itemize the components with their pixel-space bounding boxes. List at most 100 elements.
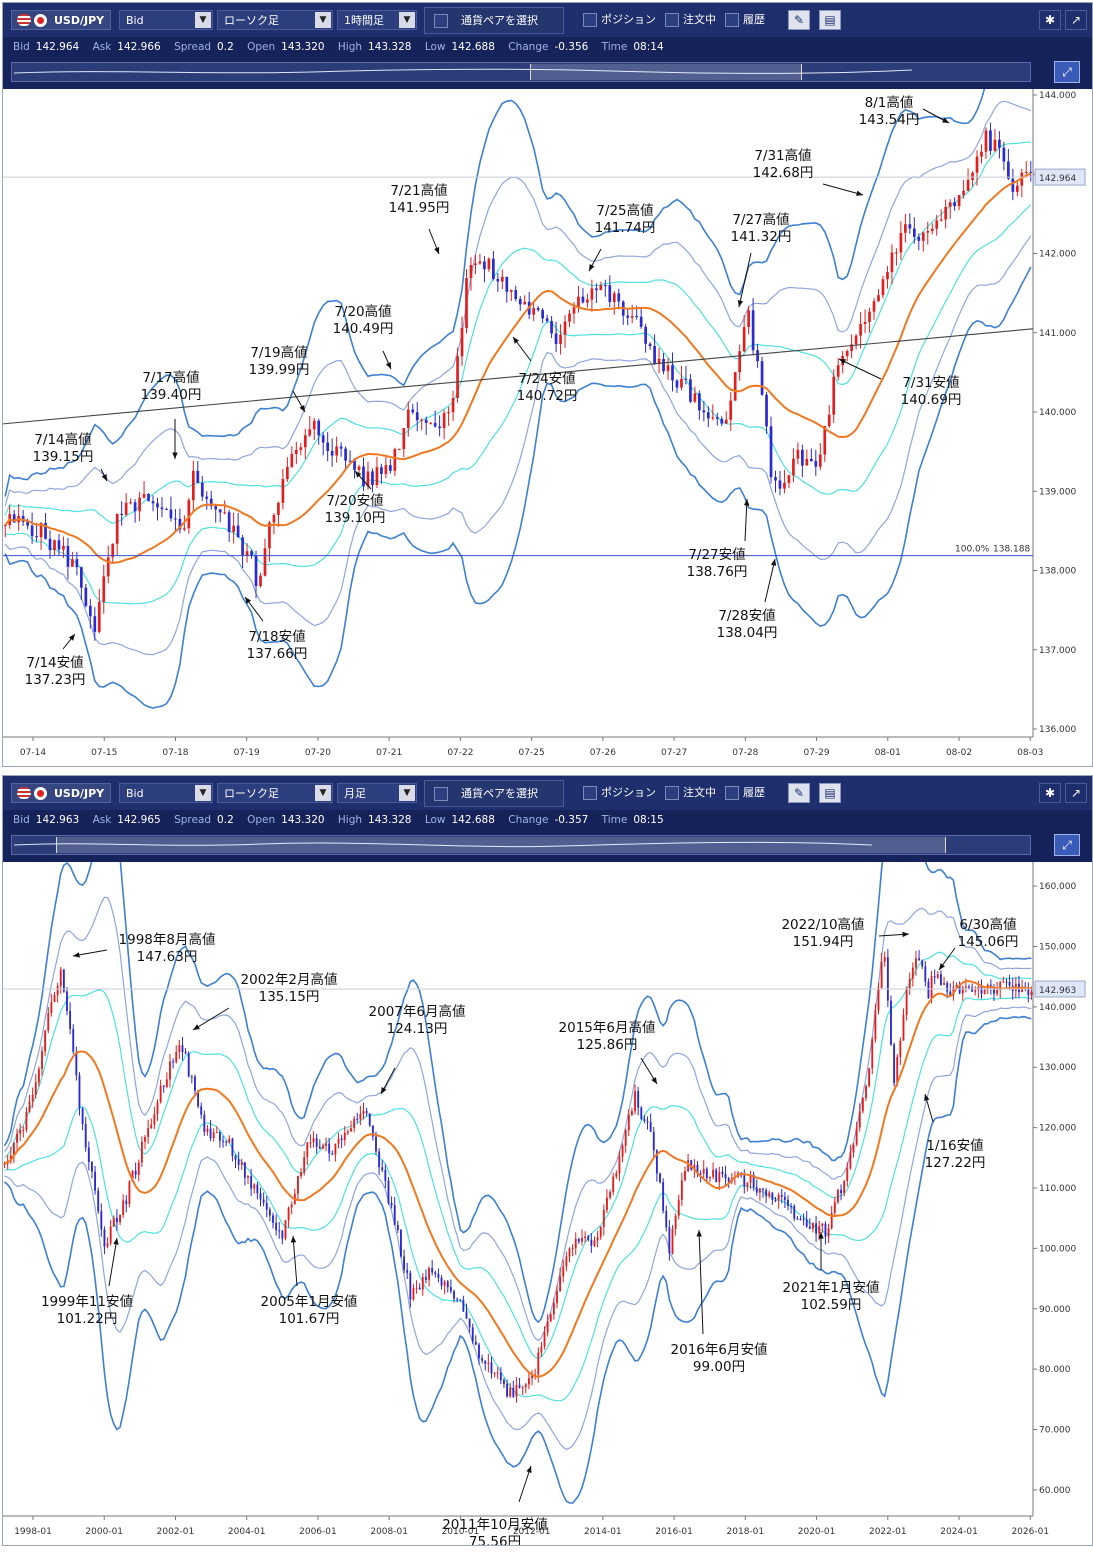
draw-tool-icon[interactable]: ✎ xyxy=(788,783,810,803)
candle-body xyxy=(437,1273,440,1278)
candle-body xyxy=(50,1001,53,1014)
window-icon[interactable]: ▤ xyxy=(819,783,841,803)
bollinger-band-2sigma-upper xyxy=(4,896,1032,1342)
select-pair-checkbox[interactable] xyxy=(434,14,448,28)
candle-body xyxy=(943,983,945,985)
chevron-down-icon: ▼ xyxy=(399,785,415,801)
candle-body xyxy=(540,1346,543,1353)
select-pair-button[interactable]: 通貨ペアを選択 xyxy=(424,7,564,34)
popout-icon[interactable]: ↗ xyxy=(1065,783,1087,803)
position-checkbox[interactable] xyxy=(583,13,597,27)
candle-body xyxy=(80,567,83,588)
candle-body xyxy=(321,1145,324,1149)
history-checkbox[interactable] xyxy=(725,786,739,800)
history-checkbox[interactable] xyxy=(725,13,739,27)
candle-body xyxy=(537,1352,540,1375)
candle-body xyxy=(94,1171,97,1191)
gear-icon[interactable]: ✱ xyxy=(1039,783,1061,803)
candle-body xyxy=(868,311,871,322)
candle-body xyxy=(362,1110,365,1114)
candle-body xyxy=(768,1192,771,1197)
x-tick-label: 1998-01 xyxy=(14,1527,52,1537)
currency-pair-button[interactable]: USD/JPY xyxy=(11,10,111,30)
candle-body xyxy=(649,1122,652,1132)
zoom-icon[interactable]: ⤢ xyxy=(1054,834,1080,856)
annotation-label: 2022/10高値 xyxy=(781,916,864,933)
monthly-candlestick-chart: 160.000 150.000 140.000 130.000 120.000 110.0… xyxy=(3,862,1086,1545)
candle-body xyxy=(550,321,553,334)
candle-body xyxy=(209,498,213,507)
navigator-track[interactable] xyxy=(11,62,1031,82)
candle-body xyxy=(84,587,88,606)
navigator-thumb[interactable] xyxy=(56,837,946,853)
candle-body xyxy=(493,1372,496,1374)
candle-body xyxy=(236,525,240,538)
chart-style-select[interactable]: ローソク足 ▼ xyxy=(217,10,333,30)
candle-body xyxy=(478,261,482,264)
candle-body xyxy=(468,1318,471,1328)
y-tick-label: 160.000 xyxy=(1039,882,1076,892)
chart-style-select[interactable]: ローソク足 ▼ xyxy=(217,783,333,803)
candle-body xyxy=(556,1291,558,1304)
candle-body xyxy=(911,967,914,979)
candle-body xyxy=(531,1375,533,1379)
history-label: 履歴 xyxy=(743,13,765,26)
candle-body xyxy=(608,285,612,303)
select-pair-button[interactable]: 通貨ペアを選択 xyxy=(424,780,564,807)
candle-body xyxy=(371,1125,374,1137)
candle-body xyxy=(328,1143,331,1154)
candle-body xyxy=(568,313,571,322)
candle-body xyxy=(977,986,980,991)
x-tick-label: 07-15 xyxy=(91,748,117,758)
candle-body xyxy=(97,601,101,632)
annotation-label: 7/20高値 xyxy=(334,303,391,320)
draw-tool-icon[interactable]: ✎ xyxy=(788,10,810,30)
candle-body xyxy=(483,261,486,270)
chevron-down-icon: ▼ xyxy=(195,12,211,28)
timeframe-select[interactable]: 月足 ▼ xyxy=(337,783,417,803)
currency-pair-label: USD/JPY xyxy=(54,787,105,800)
annotation-arrowhead xyxy=(902,931,909,938)
orders-checkbox[interactable] xyxy=(665,13,679,27)
jp-flag-icon xyxy=(34,14,47,27)
orders-checkbox[interactable] xyxy=(665,786,679,800)
candle-body xyxy=(805,458,809,466)
candle-body xyxy=(134,1170,137,1175)
zoom-icon[interactable]: ⤢ xyxy=(1054,61,1080,83)
candle-body xyxy=(122,1200,125,1216)
popout-icon[interactable]: ↗ xyxy=(1065,10,1087,30)
x-tick-label: 07-18 xyxy=(162,748,188,758)
candle-body xyxy=(375,467,379,486)
annotation-label: 7/20安値 xyxy=(326,493,383,509)
candle-body xyxy=(263,548,267,576)
window-icon[interactable]: ▤ xyxy=(819,10,841,30)
gear-icon[interactable]: ✱ xyxy=(1039,10,1061,30)
candle-body xyxy=(471,1327,474,1342)
candle-body xyxy=(265,1203,268,1210)
navigator-thumb[interactable] xyxy=(530,64,802,80)
candle-body xyxy=(815,1223,818,1234)
annotation-arrowhead xyxy=(743,499,750,506)
candle-body xyxy=(41,1051,43,1069)
currency-pair-button[interactable]: USD/JPY xyxy=(11,783,111,803)
position-checkbox[interactable] xyxy=(583,786,597,800)
candle-body xyxy=(637,1091,640,1108)
price-type-select[interactable]: Bid ▼ xyxy=(119,783,213,803)
open-label: Open xyxy=(247,41,276,53)
select-pair-checkbox[interactable] xyxy=(434,787,448,801)
timeframe-select[interactable]: 1時間足 ▼ xyxy=(337,10,417,30)
candle-body xyxy=(165,1079,168,1087)
candle-body xyxy=(303,1157,306,1173)
candle-body xyxy=(635,316,639,318)
candle-body xyxy=(321,435,325,443)
bid-value: 142.964 xyxy=(35,41,80,53)
navigator-track[interactable] xyxy=(11,835,1031,855)
spread-value: 0.2 xyxy=(217,41,234,53)
candle-body xyxy=(515,1384,518,1397)
open-value: 143.320 xyxy=(281,41,325,53)
candle-body xyxy=(272,1215,274,1223)
annotation-arrowhead xyxy=(172,452,178,459)
candle-body xyxy=(111,543,115,558)
price-type-select[interactable]: Bid ▼ xyxy=(119,10,213,30)
candle-body xyxy=(53,540,56,551)
